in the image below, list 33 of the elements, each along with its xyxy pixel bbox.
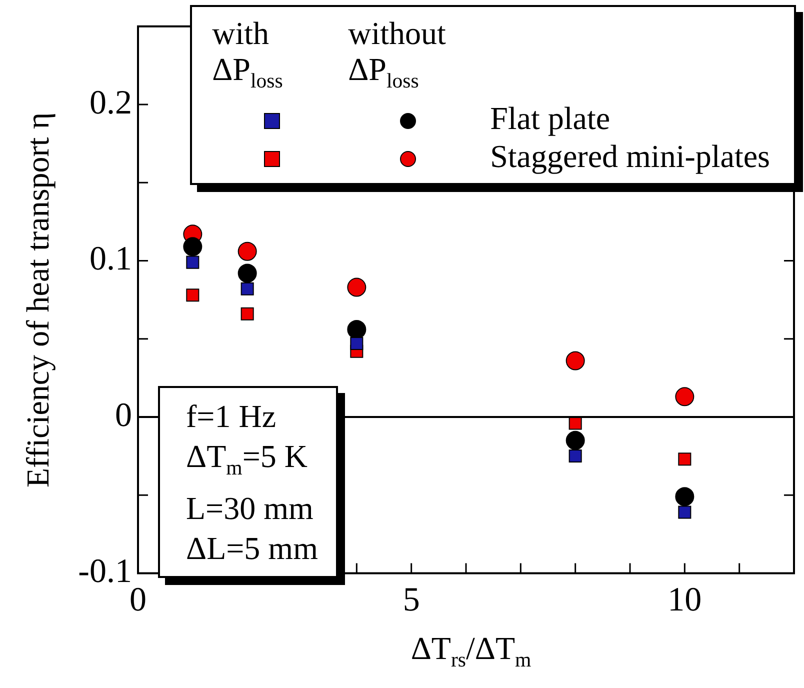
point [350,337,364,350]
y-tick-label: -0.1 [78,553,132,590]
point [678,506,692,519]
y-tick-label: 0 [115,396,132,434]
annotation: with ΔP$_{loss}$ [211,15,284,94]
point [238,242,257,261]
point [238,264,257,283]
annotation: ΔL=5 mm [186,529,318,568]
point [566,430,585,450]
point [566,351,585,370]
annotation: without ΔP$_{loss}$ [347,15,447,94]
y-axis-title: Efficiency of heat transport η [20,112,56,488]
point [240,282,254,296]
point [347,278,366,297]
x-tick-label: 10 [668,582,702,619]
point [568,450,582,463]
point [675,387,694,406]
point [186,256,200,269]
point [240,307,254,320]
point [678,452,692,466]
legend-label: Staggered mini-plates [489,137,771,176]
x-tick-label: 5 [402,582,420,619]
y-tick-label: 0.2 [90,84,132,122]
point [347,320,366,339]
x-axis-title: ΔT$_{rs}$/ΔT$_{m}$ [410,630,532,672]
annotation: f=1 Hz [186,397,278,436]
point [183,237,202,256]
annotation: L=30 mm [186,489,314,528]
point [675,487,694,506]
point [186,288,200,302]
legend-label: Flat plate [489,99,612,138]
y-tick-label: 0.1 [90,240,132,278]
annotation: ΔT$_{m}$=5 K [186,437,308,482]
